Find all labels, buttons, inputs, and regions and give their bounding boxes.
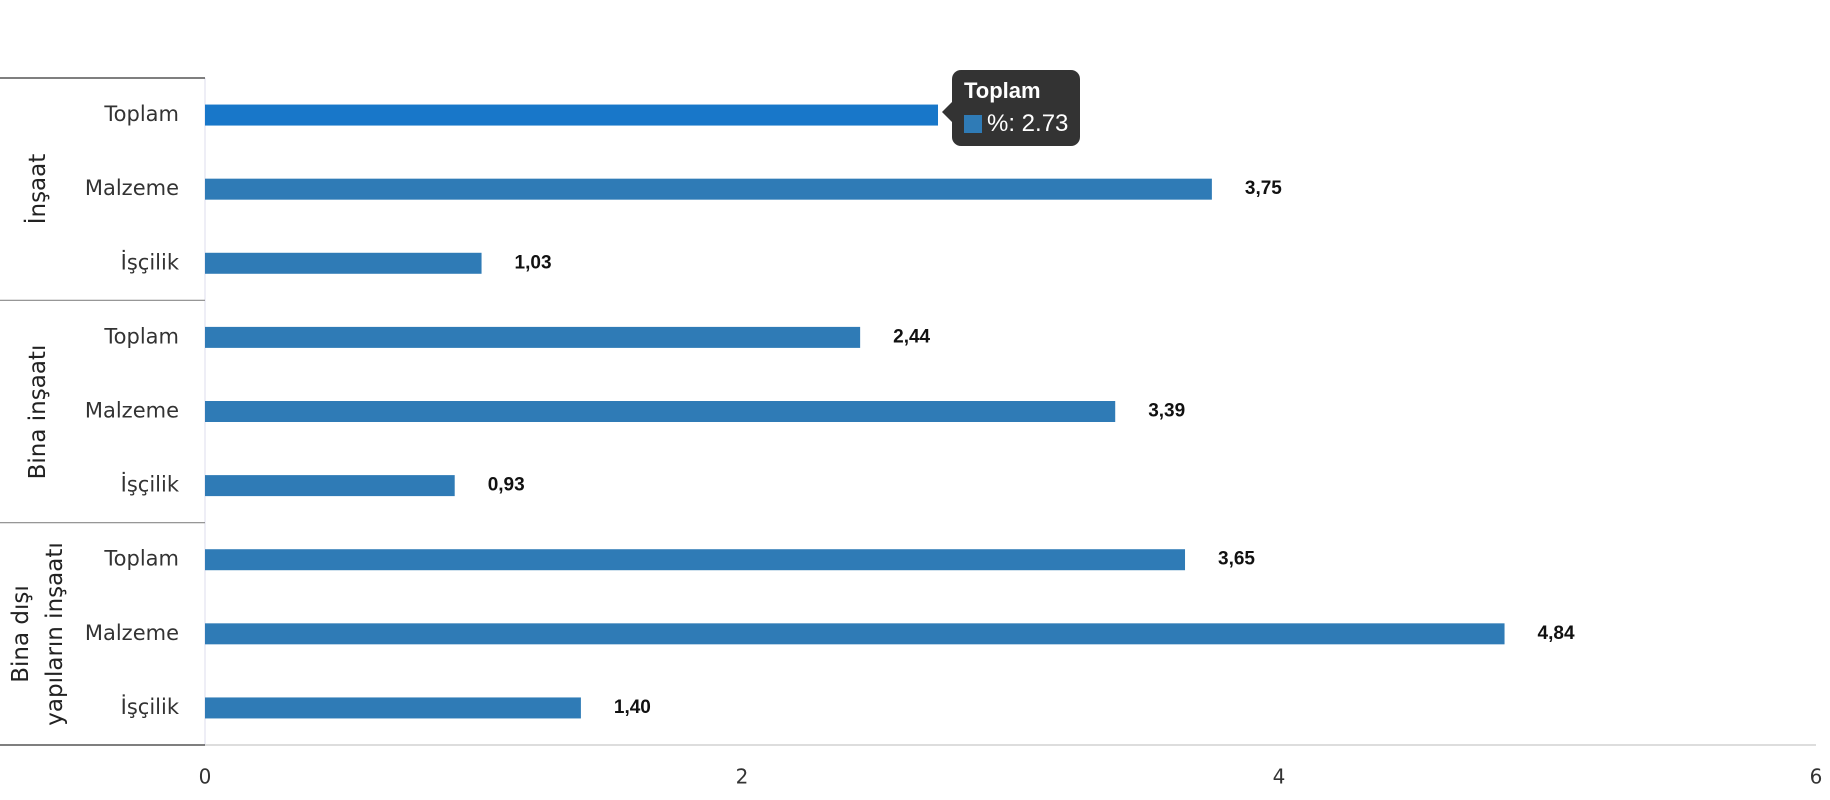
group-label: İnşaat	[25, 153, 51, 225]
bar	[205, 178, 1212, 200]
value-label: 3,75	[1245, 178, 1282, 199]
tooltip-label: %: 2.73	[987, 110, 1069, 138]
x-tick-label: 0	[199, 765, 212, 789]
value-label: 1,40	[614, 697, 651, 718]
value-label: 2,44	[893, 326, 930, 347]
tooltip-title: Toplam	[964, 78, 1041, 104]
bar	[205, 252, 482, 274]
bar	[205, 326, 861, 348]
x-tick-label: 2	[736, 765, 749, 789]
value-label: 3,65	[1218, 549, 1255, 570]
value-label: 0,93	[488, 475, 525, 496]
bar	[205, 401, 1116, 422]
bar	[205, 549, 1186, 571]
category-label: Toplam	[103, 102, 179, 126]
tooltip-swatch	[964, 115, 982, 134]
bar	[205, 475, 455, 497]
category-label: İşçilik	[121, 249, 180, 274]
category-label: İşçilik	[121, 694, 180, 719]
x-tick-label: 6	[1810, 765, 1823, 789]
bar	[205, 623, 1505, 645]
category-label: Toplam	[103, 324, 179, 348]
bar	[205, 697, 581, 719]
category-label: Malzeme	[85, 176, 179, 200]
category-label: İşçilik	[121, 472, 180, 497]
value-label: 1,03	[515, 252, 552, 273]
x-tick-label: 4	[1273, 765, 1286, 789]
category-label: Malzeme	[85, 621, 179, 645]
group-label: Bina inşaatı	[25, 344, 51, 479]
value-label: 3,39	[1148, 401, 1185, 422]
group-label: Bina dışı yapıların inşaatı	[8, 542, 68, 726]
tooltip-row: %: 2.73	[964, 110, 1068, 138]
tooltip: Toplam %: 2.73	[941, 70, 1081, 147]
value-label: 4,84	[1538, 623, 1575, 644]
category-label: Toplam	[103, 547, 179, 571]
bar	[205, 104, 939, 126]
category-label: Malzeme	[85, 399, 179, 423]
